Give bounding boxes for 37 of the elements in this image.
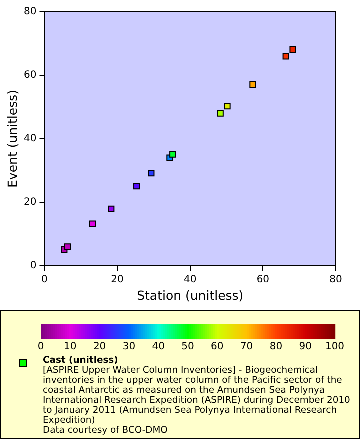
y-tick-label: 0 xyxy=(30,260,37,272)
color-bar-label: 90 xyxy=(299,342,312,353)
color-bar-label: 0 xyxy=(38,342,44,353)
point xyxy=(89,220,96,228)
point xyxy=(282,53,290,60)
point xyxy=(290,46,296,54)
x-tick-label: 40 xyxy=(184,274,197,286)
y-tick-label: 80 xyxy=(24,6,37,18)
color-bar-label: 60 xyxy=(211,342,224,353)
color-bar-label: 70 xyxy=(240,342,254,353)
color-bar-label: 10 xyxy=(64,342,77,353)
y-axis-title: Event (unitless) xyxy=(4,90,20,188)
point xyxy=(224,102,231,110)
x-tick-label: 80 xyxy=(330,274,342,286)
point xyxy=(217,110,224,117)
y-tick-label: 40 xyxy=(24,134,37,145)
point xyxy=(64,244,71,250)
color-bar-label: 40 xyxy=(152,342,165,353)
color-bar-label: 20 xyxy=(93,342,106,353)
color-bar-label: 80 xyxy=(270,342,283,353)
color-bar-title: Cast (unitless) xyxy=(43,355,120,366)
point xyxy=(250,81,256,88)
point xyxy=(108,206,115,212)
text: Data courtesy of BCO-DMO xyxy=(43,425,169,436)
color-bar-label: 30 xyxy=(122,342,136,353)
x-tick-label: 60 xyxy=(256,274,270,286)
y-tick-label: 60 xyxy=(24,70,37,82)
color-bar-label: 100 xyxy=(325,342,345,353)
text: [ASPIRE Upper Water Column Inventories] - Biogeochemical inventories in the upper water column of the Pacific sector of the coastal Antarctic as measured on the Amundsen Sea Polynya International Research Expedition (ASPIRE) during December 2010 to January 2011 (Amundsen Sea Polynya International Research Expedition) xyxy=(43,365,352,426)
point xyxy=(148,170,155,177)
x-tick-label: 0 xyxy=(42,274,48,286)
point xyxy=(134,182,140,190)
color-bar-label: 50 xyxy=(182,342,194,353)
x-axis-title: Station (unitless) xyxy=(137,288,244,303)
y-tick-label: 20 xyxy=(24,197,37,208)
x-tick-label: 20 xyxy=(111,274,124,286)
point xyxy=(170,151,176,158)
